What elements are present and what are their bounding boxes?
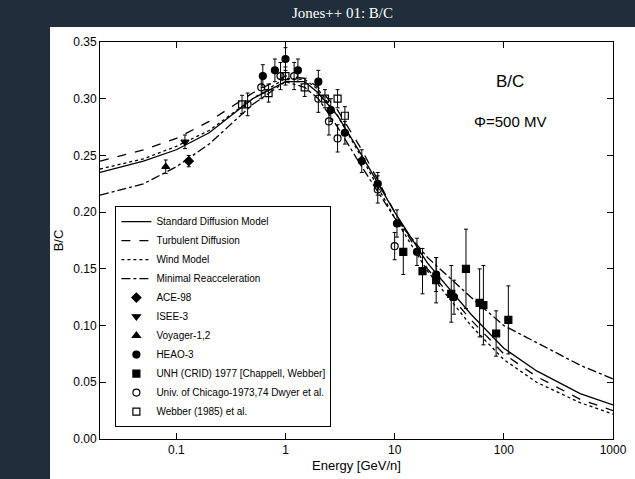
svg-text:ISEE-3: ISEE-3 [156,311,188,322]
svg-text:Univ. of Chicago-1973,74 Dwyer: Univ. of Chicago-1973,74 Dwyer et al. [156,387,324,398]
html-text:Jones++ 01: B/C: Jones++ 01: B/C [291,5,393,21]
svg-text:0.1: 0.1 [168,443,185,457]
svg-text:10: 10 [388,443,402,457]
svg-text:Φ=500 MV: Φ=500 MV [474,113,546,130]
svg-text:B/C: B/C [51,230,66,252]
svg-text:Energy [GeV/n]: Energy [GeV/n] [312,458,401,473]
svg-text:0.10: 0.10 [73,319,97,333]
svg-text:B/C: B/C [496,72,524,91]
svg-text:0.30: 0.30 [73,92,97,106]
svg-text:ACE-98: ACE-98 [156,292,191,303]
svg-text:0.25: 0.25 [73,149,97,163]
svg-text:Turbulent Diffusion: Turbulent Diffusion [156,235,239,246]
svg-text:0.15: 0.15 [73,262,97,276]
svg-text:0.35: 0.35 [73,35,97,49]
svg-text:0.00: 0.00 [73,432,97,446]
svg-text:HEAO-3: HEAO-3 [156,349,194,360]
svg-text:Standard Diffusion Model: Standard Diffusion Model [156,216,268,227]
svg-text:UNH (CRID) 1977 [Chappell, Web: UNH (CRID) 1977 [Chappell, Webber] [156,368,325,379]
svg-text:1000: 1000 [600,443,627,457]
svg-text:Wind Model: Wind Model [156,254,209,265]
svg-text:0.20: 0.20 [73,205,97,219]
svg-text:Webber (1985) et al.: Webber (1985) et al. [156,406,247,417]
svg-text:Minimal Reacceleration: Minimal Reacceleration [156,273,260,284]
svg-text:Voyager-1,2: Voyager-1,2 [156,330,210,341]
svg-text:100: 100 [494,443,514,457]
svg-text:0.05: 0.05 [73,375,97,389]
svg-text:1: 1 [282,443,289,457]
